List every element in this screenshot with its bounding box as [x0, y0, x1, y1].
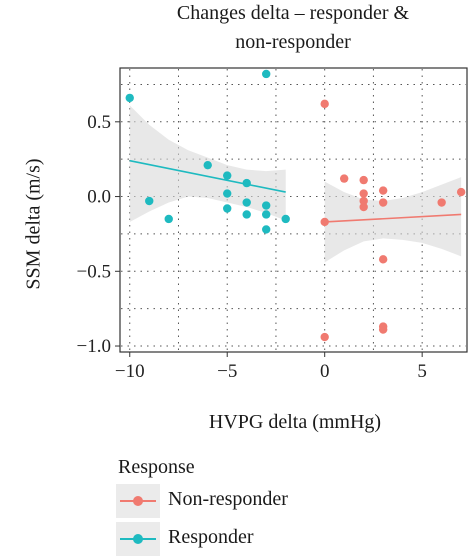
data-point-non-responder — [378, 325, 388, 334]
data-point-non-responder — [378, 186, 388, 195]
data-point-non-responder — [359, 202, 368, 212]
data-point-responder — [164, 214, 173, 224]
data-point-responder — [223, 204, 232, 213]
x-tick-label: −10 — [115, 361, 145, 382]
x-axis-label: HVPG delta (mmHg) — [208, 411, 382, 433]
data-point-responder — [281, 214, 290, 224]
data-point-responder — [223, 189, 232, 198]
legend-item-responder: Responder — [116, 522, 416, 556]
x-tick-label: 5 — [417, 361, 427, 382]
legend-title: Response — [118, 456, 195, 478]
legend-item-non-responder: Non-responder — [116, 484, 416, 518]
y-tick-label: 0.0 — [87, 187, 111, 208]
data-point-non-responder — [437, 198, 446, 207]
confidence-band-non-responder — [324, 177, 462, 263]
data-point-non-responder — [339, 174, 349, 183]
legend-key-non-responder — [116, 484, 160, 518]
data-point-non-responder — [378, 255, 388, 264]
data-point-responder — [262, 69, 271, 79]
data-point-responder — [145, 196, 154, 206]
y-tick-label: −1.0 — [77, 336, 111, 357]
legend-dot-non-responder — [133, 496, 143, 506]
chart-title-line-2: non-responder — [235, 31, 351, 53]
data-point-responder — [262, 210, 271, 219]
data-point-non-responder — [359, 189, 368, 198]
y-tick-label: 0.5 — [87, 112, 111, 133]
data-point-non-responder — [359, 196, 368, 206]
plot-area: −10 −5 0 5 −1.0 −0.5 0.0 0.5 — [77, 67, 468, 382]
data-point-non-responder — [320, 332, 329, 342]
y-tick-label: −0.5 — [77, 261, 111, 282]
data-point-responder — [125, 93, 134, 103]
data-point-responder — [242, 178, 251, 188]
legend-label-non-responder: Non-responder — [168, 488, 288, 510]
x-tick-label: 0 — [320, 361, 330, 382]
fit-line-responder — [129, 159, 286, 193]
chart-title-line-1: Changes delta – responder & — [176, 2, 410, 24]
data-point-responder — [242, 210, 251, 219]
legend-key-responder — [116, 522, 160, 556]
legend-label-responder: Responder — [168, 526, 254, 548]
data-point-non-responder — [378, 198, 388, 207]
x-tick-label: −5 — [217, 361, 237, 382]
legend-dot-responder — [133, 534, 143, 544]
data-point-responder — [223, 171, 232, 180]
data-point-responder — [262, 201, 271, 210]
data-point-non-responder — [320, 99, 329, 109]
data-point-responder — [242, 198, 251, 207]
data-point-non-responder — [456, 187, 466, 197]
fit-line-non-responder — [324, 213, 462, 223]
data-point-non-responder — [320, 217, 329, 227]
data-point-non-responder — [359, 175, 368, 185]
data-point-responder — [262, 225, 271, 234]
data-point-responder — [203, 160, 212, 170]
